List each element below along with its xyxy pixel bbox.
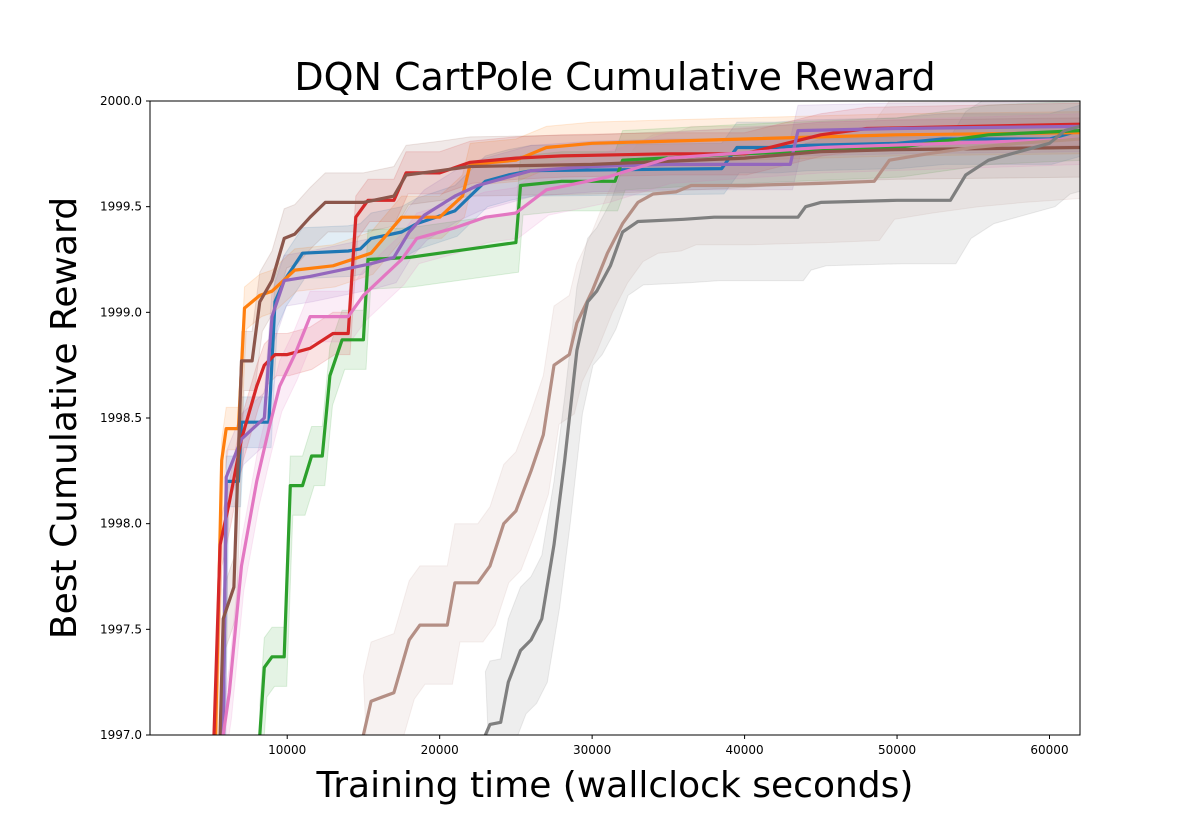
band-series-2 (215, 111, 1080, 735)
band-series-5 (222, 101, 1080, 735)
line-series-9 (483, 124, 1080, 735)
chart-title: DQN CartPole Cumulative Reward (294, 55, 935, 99)
line-series-7 (221, 137, 1080, 735)
x-tick-label: 40000 (725, 743, 763, 757)
y-tick-label: 1999.0 (100, 305, 142, 319)
y-axis: 1997.0 1997.5 1998.0 1998.5 1999.0 1999.5 2000… (100, 94, 150, 742)
x-tick-label: 30000 (573, 743, 611, 757)
confidence-bands (213, 101, 1080, 735)
line-series-8 (361, 137, 1080, 735)
band-series-4 (213, 102, 1080, 735)
line-series-6 (218, 145, 1080, 735)
x-tick-label: 20000 (421, 743, 459, 757)
x-tick-label: 10000 (268, 743, 306, 757)
x-axis-label: Training time (wallclock seconds) (316, 765, 914, 806)
y-tick-label: 1997.5 (100, 622, 142, 636)
y-tick-label: 2000.0 (100, 94, 142, 108)
x-axis: 10000 20000 30000 40000 50000 60000 (268, 735, 1069, 757)
y-tick-label: 1997.0 (100, 728, 142, 742)
band-series-3 (259, 101, 1080, 735)
y-axis-label: Best Cumulative Reward (44, 197, 85, 639)
band-series-8 (362, 101, 1080, 735)
band-series-7 (222, 113, 1080, 735)
series-lines (212, 122, 1080, 735)
y-tick-label: 1999.5 (100, 200, 142, 214)
y-tick-label: 1998.5 (100, 411, 142, 425)
band-series-1 (222, 104, 1080, 735)
line-series-5 (221, 124, 1080, 735)
x-tick-label: 60000 (1030, 743, 1068, 757)
x-tick-label: 50000 (878, 743, 916, 757)
band-series-9 (484, 101, 1080, 735)
y-tick-label: 1998.0 (100, 517, 142, 531)
